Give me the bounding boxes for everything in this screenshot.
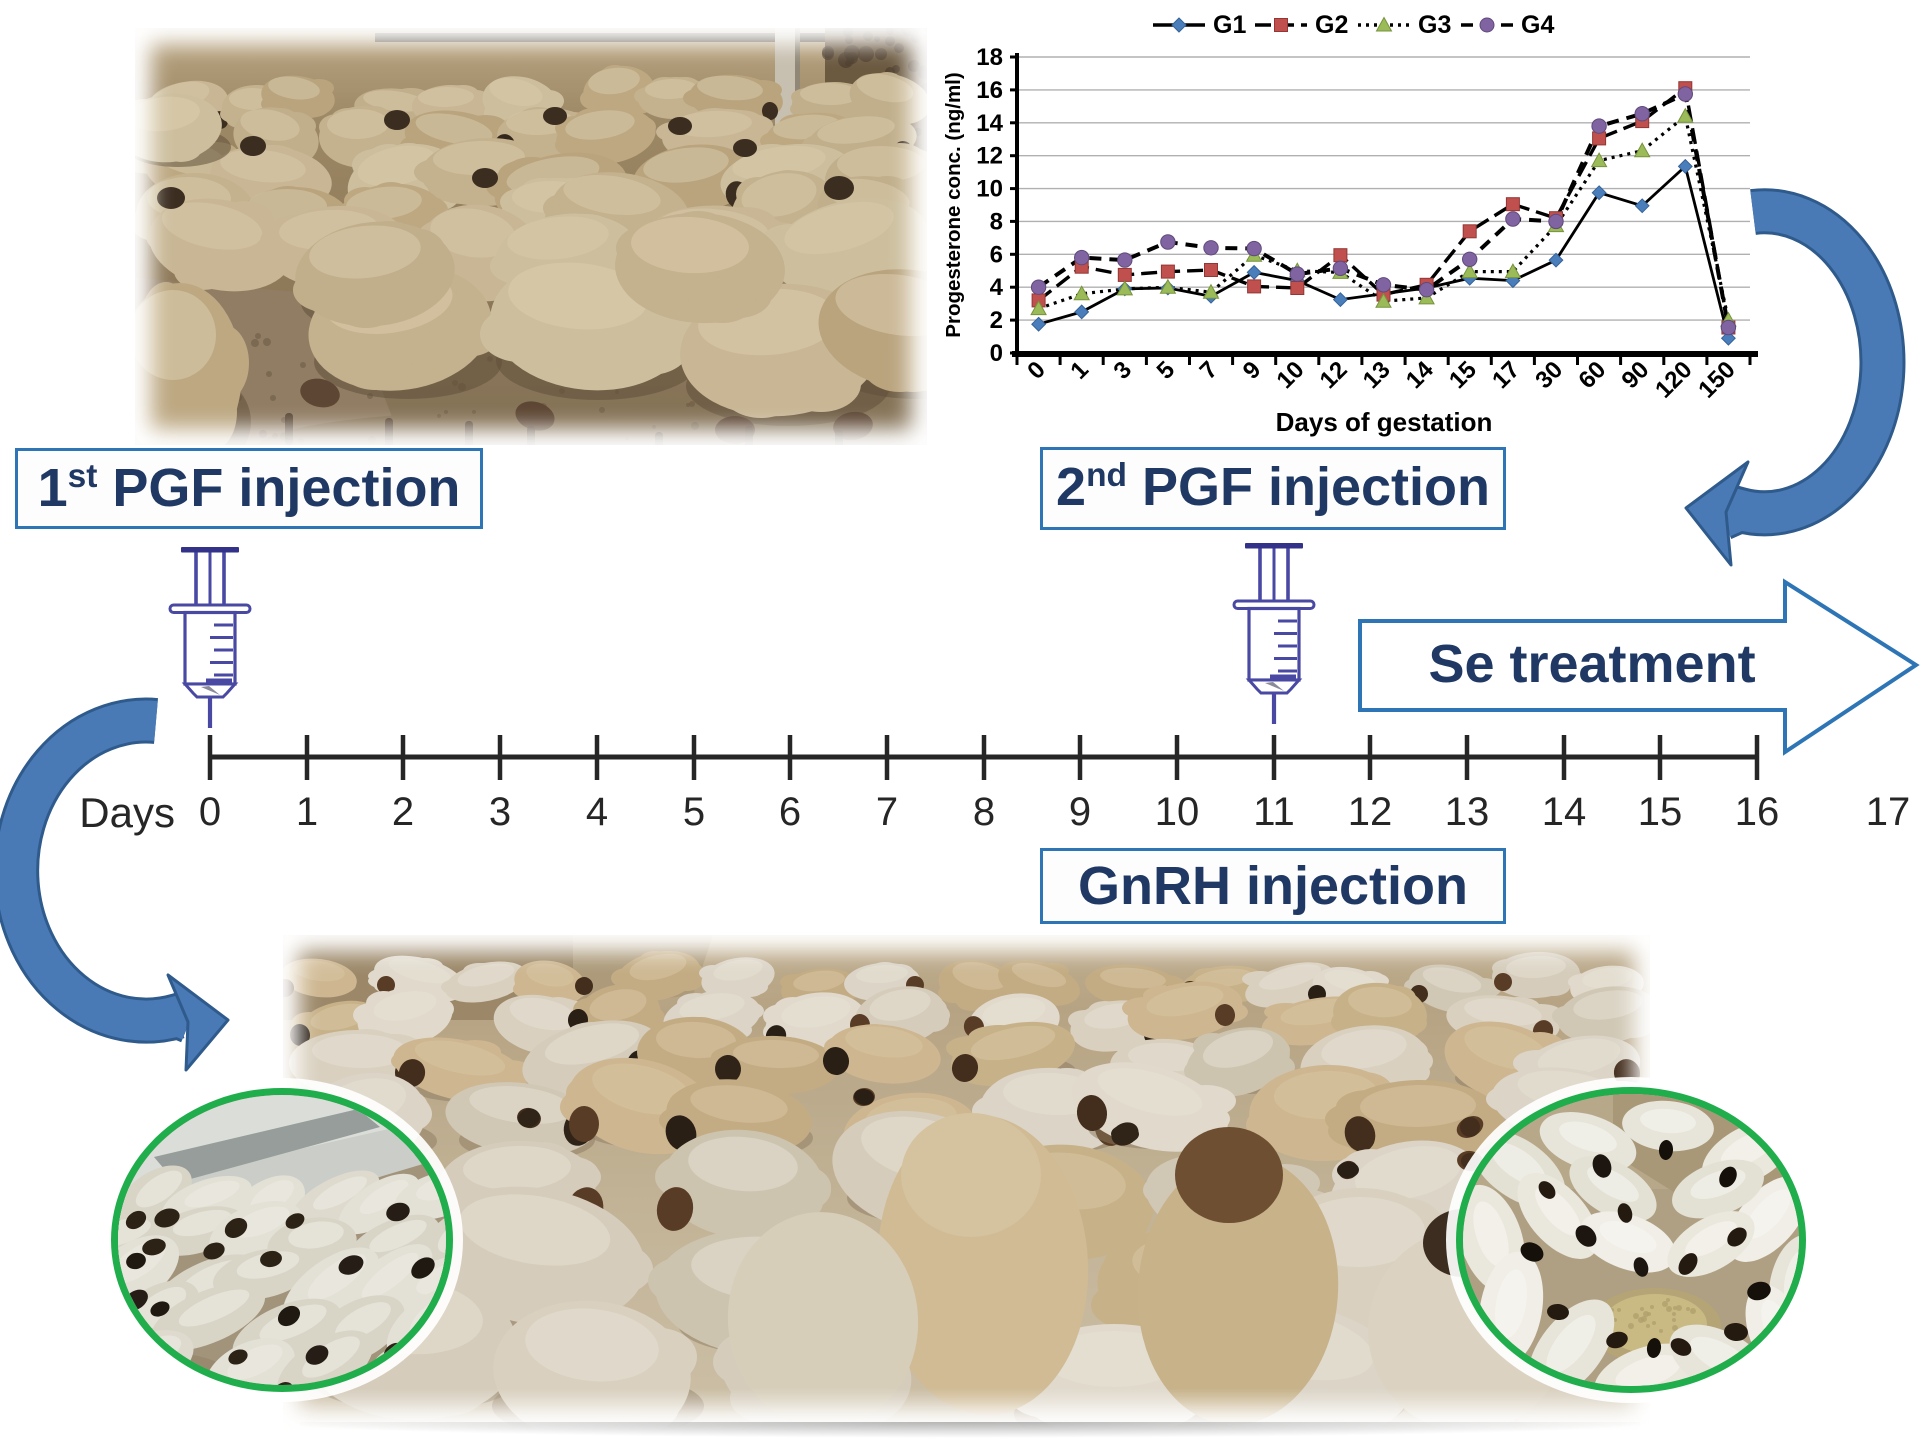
svg-text:10: 10 <box>1155 790 1200 834</box>
svg-text:2: 2 <box>990 307 1003 334</box>
svg-text:8: 8 <box>973 790 995 834</box>
svg-text:Se treatment: Se treatment <box>1428 634 1755 694</box>
svg-text:4: 4 <box>990 274 1004 301</box>
svg-text:7: 7 <box>876 790 898 834</box>
svg-text:16: 16 <box>1735 790 1780 834</box>
svg-text:9: 9 <box>1069 790 1091 834</box>
svg-text:13: 13 <box>1445 790 1490 834</box>
svg-text:Progesterone conc. (ng/ml): Progesterone conc. (ng/ml) <box>942 72 965 337</box>
svg-text:G1: G1 <box>1213 11 1246 39</box>
svg-text:G4: G4 <box>1521 11 1554 39</box>
svg-text:8: 8 <box>990 208 1003 235</box>
svg-text:4: 4 <box>586 790 608 834</box>
svg-text:16: 16 <box>976 77 1003 104</box>
svg-text:15: 15 <box>1638 790 1683 834</box>
svg-text:6: 6 <box>990 241 1003 268</box>
svg-text:Days of gestation: Days of gestation <box>1276 407 1493 437</box>
svg-text:3: 3 <box>489 790 511 834</box>
svg-text:0: 0 <box>199 790 221 834</box>
svg-text:5: 5 <box>683 790 705 834</box>
svg-text:1: 1 <box>296 790 318 834</box>
svg-text:14: 14 <box>1542 790 1587 834</box>
svg-text:6: 6 <box>779 790 801 834</box>
svg-text:G2: G2 <box>1315 11 1348 39</box>
svg-text:0: 0 <box>990 340 1003 367</box>
svg-text:18: 18 <box>976 44 1003 71</box>
svg-text:14: 14 <box>976 110 1003 137</box>
svg-text:12: 12 <box>1348 790 1393 834</box>
svg-text:G3: G3 <box>1418 11 1451 39</box>
svg-text:17: 17 <box>1866 790 1911 834</box>
svg-text:2: 2 <box>392 790 414 834</box>
svg-text:12: 12 <box>976 143 1003 170</box>
svg-text:10: 10 <box>976 176 1003 203</box>
svg-text:11: 11 <box>1253 790 1295 834</box>
svg-text:Days: Days <box>79 789 175 836</box>
